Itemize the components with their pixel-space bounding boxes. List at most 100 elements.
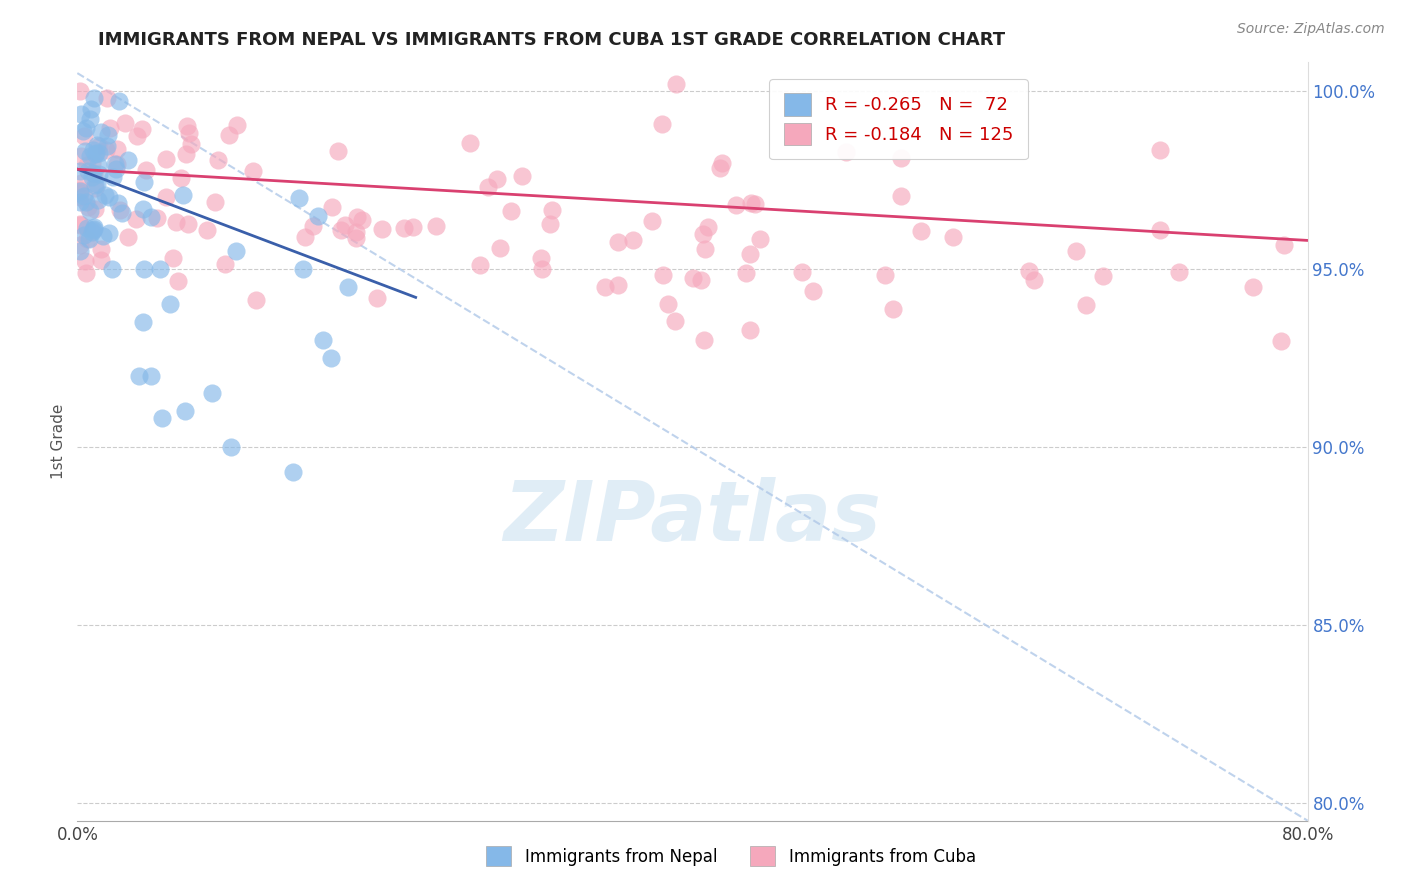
Point <box>690 272 713 286</box>
Point <box>150 411 173 425</box>
Point <box>1149 223 1171 237</box>
Point <box>641 213 664 227</box>
Point <box>606 235 628 250</box>
Point <box>83 147 105 161</box>
Point <box>288 191 311 205</box>
Point <box>83 167 105 181</box>
Point <box>1270 334 1292 348</box>
Point <box>76 164 98 178</box>
Point <box>79 112 101 126</box>
Point <box>128 368 150 383</box>
Point <box>540 202 562 217</box>
Point <box>218 128 240 142</box>
Point <box>740 196 762 211</box>
Point <box>242 164 264 178</box>
Point <box>69 84 91 98</box>
Point <box>312 333 335 347</box>
Point <box>82 156 104 170</box>
Point <box>70 148 93 162</box>
Point <box>125 211 148 226</box>
Point <box>734 266 756 280</box>
Point <box>155 152 177 166</box>
Point <box>425 219 447 234</box>
Point <box>79 232 101 246</box>
Point <box>132 261 155 276</box>
Point <box>105 142 128 156</box>
Point <box>346 210 368 224</box>
Point <box>664 314 686 328</box>
Point <box>70 176 93 190</box>
Point <box>470 258 492 272</box>
Point <box>82 223 104 237</box>
Point <box>135 162 157 177</box>
Point <box>652 268 675 282</box>
Point <box>69 183 91 197</box>
Point <box>336 279 359 293</box>
Point <box>501 203 523 218</box>
Point <box>593 280 616 294</box>
Point <box>73 128 96 143</box>
Point <box>294 230 316 244</box>
Point <box>530 252 553 266</box>
Point <box>131 122 153 136</box>
Point <box>392 220 415 235</box>
Point <box>96 139 118 153</box>
Point <box>330 223 353 237</box>
Point <box>110 202 132 217</box>
Point <box>73 228 96 243</box>
Point <box>162 251 184 265</box>
Point <box>214 256 236 270</box>
Point <box>83 220 105 235</box>
Point <box>366 291 388 305</box>
Point <box>83 181 105 195</box>
Point <box>96 144 118 158</box>
Point <box>127 128 149 143</box>
Point <box>179 126 201 140</box>
Point <box>69 218 91 232</box>
Point <box>319 351 342 365</box>
Point <box>910 224 932 238</box>
Point <box>101 261 124 276</box>
Point <box>219 440 242 454</box>
Point <box>72 123 94 137</box>
Point <box>76 232 98 246</box>
Point <box>97 190 120 204</box>
Point <box>70 107 93 121</box>
Point <box>69 194 91 209</box>
Point <box>83 222 105 236</box>
Point <box>693 333 716 347</box>
Point <box>97 128 120 143</box>
Point <box>890 151 912 165</box>
Point <box>101 169 124 184</box>
Point <box>84 202 107 216</box>
Point <box>1092 269 1115 284</box>
Point <box>942 230 965 244</box>
Point <box>371 222 394 236</box>
Point <box>335 218 357 232</box>
Point <box>835 145 858 159</box>
Legend: R = -0.265   N =  72, R = -0.184   N = 125: R = -0.265 N = 72, R = -0.184 N = 125 <box>769 79 1028 159</box>
Point <box>890 189 912 203</box>
Point <box>326 144 349 158</box>
Point <box>170 170 193 185</box>
Point <box>83 91 105 105</box>
Point <box>344 231 367 245</box>
Point <box>90 125 112 139</box>
Point <box>146 211 169 226</box>
Point <box>69 190 91 204</box>
Point <box>107 196 129 211</box>
Point <box>1272 237 1295 252</box>
Point <box>111 205 134 219</box>
Point <box>693 242 716 256</box>
Point <box>159 297 181 311</box>
Point <box>486 172 509 186</box>
Point <box>1241 280 1264 294</box>
Point <box>1018 264 1040 278</box>
Point <box>132 202 155 216</box>
Point <box>538 218 561 232</box>
Point <box>82 166 104 180</box>
Point <box>75 266 97 280</box>
Point <box>302 219 325 233</box>
Point <box>1064 244 1087 259</box>
Point <box>738 247 761 261</box>
